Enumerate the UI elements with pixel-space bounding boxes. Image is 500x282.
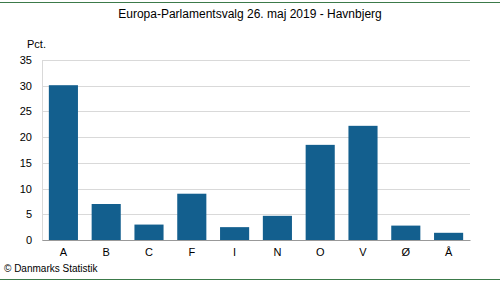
x-tick: F	[188, 240, 195, 258]
chart: Europa-Parlamentsvalg 26. maj 2019 - Hav…	[0, 0, 500, 282]
bars	[49, 85, 463, 240]
x-tick: I	[233, 240, 236, 258]
y-axis-title: Pct.	[27, 38, 46, 50]
top-rule	[0, 2, 500, 3]
x-tick-label: Å	[445, 246, 453, 258]
y-axis-line	[42, 61, 43, 241]
grid-line	[42, 111, 470, 112]
x-tick-label: Ø	[402, 246, 411, 258]
y-tick: 35	[20, 54, 42, 66]
y-tick: 5	[26, 208, 42, 220]
y-tick-label: 25	[20, 105, 32, 117]
x-tick-label: I	[233, 246, 236, 258]
x-tick-label: O	[316, 246, 325, 258]
y-tick: 10	[20, 183, 42, 195]
title: Europa-Parlamentsvalg 26. maj 2019 - Hav…	[118, 7, 381, 21]
x-axis: ABCFINOVØÅ	[43, 240, 471, 258]
x-tick: O	[316, 240, 325, 258]
x-axis-line	[43, 240, 471, 241]
bottom-rule	[0, 279, 500, 280]
y-tick-label: 15	[20, 157, 32, 169]
x-tick-label: B	[103, 246, 110, 258]
y-tick-label: 30	[20, 80, 32, 92]
x-tick: V	[359, 240, 367, 258]
y-tick-label: 35	[20, 54, 32, 66]
x-tick: N	[273, 240, 281, 258]
grid-line	[42, 163, 470, 164]
bar	[134, 225, 163, 240]
grid-line	[42, 240, 470, 241]
grid	[42, 61, 470, 241]
y-axis: 0 5 10 15 20 25 30 35	[20, 54, 43, 246]
y-tick-label: 5	[26, 208, 32, 220]
x-tick: A	[60, 240, 68, 258]
x-tick-label: N	[273, 246, 281, 258]
x-tick: Å	[445, 240, 453, 258]
y-tick-label: 20	[20, 131, 32, 143]
y-tick: 25	[20, 105, 42, 117]
y-tick: 20	[20, 131, 42, 143]
x-tick: B	[103, 240, 110, 258]
grid-line	[42, 189, 470, 190]
bar	[306, 145, 335, 240]
x-tick-label: F	[188, 246, 195, 258]
bar	[49, 85, 78, 240]
grid-line	[42, 60, 470, 61]
x-tick-label: C	[145, 246, 153, 258]
y-tick: 30	[20, 80, 42, 92]
bar	[92, 204, 121, 240]
bar	[434, 233, 463, 240]
y-tick-label: 10	[20, 183, 32, 195]
bar	[391, 226, 420, 240]
bar	[348, 126, 377, 240]
y-tick: 0	[26, 234, 42, 246]
bar	[220, 227, 249, 240]
y-tick-label: 0	[26, 234, 32, 246]
bar	[177, 194, 206, 240]
bar	[263, 216, 292, 240]
annotation: © Danmarks Statistik	[4, 263, 99, 274]
grid-line	[42, 137, 470, 138]
x-tick-label: V	[359, 246, 367, 258]
x-tick-label: A	[60, 246, 68, 258]
grid-line	[42, 86, 470, 87]
x-tick: C	[145, 240, 153, 258]
x-tick: Ø	[402, 240, 411, 258]
y-tick: 15	[20, 157, 42, 169]
